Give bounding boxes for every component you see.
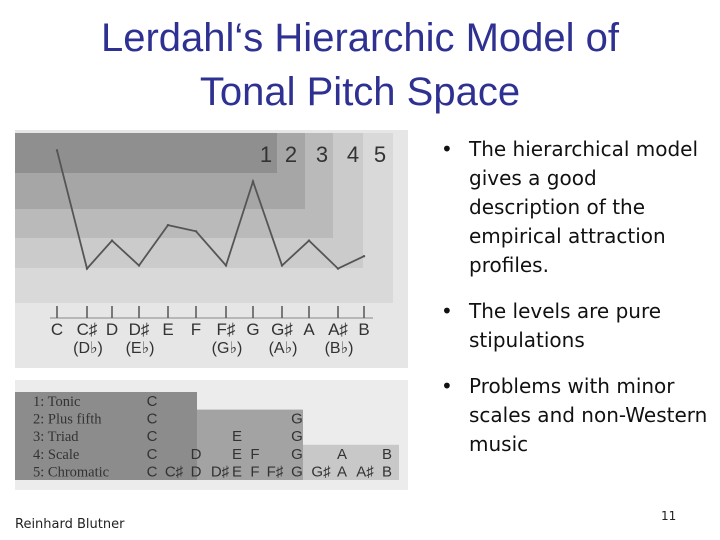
attraction-point xyxy=(166,223,170,227)
hierarchy-note: B xyxy=(382,463,392,480)
slide-title-line-1: Lerdahl‘s Hierarchic Model of xyxy=(100,16,619,60)
attraction-point xyxy=(280,264,284,267)
level-band-1 xyxy=(15,133,277,173)
hierarchy-row-label: 1: Tonic xyxy=(33,394,80,410)
pitch-space-figure: 1 2 3 4 5 C C♯ D D♯ E F F♯ G G♯ A A♯ B (D♭) (E♭) (G♭) (A♭) (B… xyxy=(15,130,408,490)
note-label: B xyxy=(358,320,369,339)
hierarchy-note: F xyxy=(250,446,259,463)
level-number-label: 2 xyxy=(285,142,297,167)
level-number-label: 1 xyxy=(260,142,272,167)
hierarchy-note: B xyxy=(382,446,392,463)
hierarchy-note: G♯ xyxy=(311,463,331,480)
attraction-point xyxy=(137,264,141,267)
attraction-point xyxy=(85,267,89,270)
note-label: G♯ xyxy=(271,320,293,339)
hierarchy-note: G xyxy=(291,411,303,428)
hierarchy-note: D xyxy=(191,446,202,463)
note-label: A xyxy=(303,320,315,339)
page-number: 11 xyxy=(661,509,677,523)
attraction-point xyxy=(307,239,311,242)
bullet-item: • Problems with minor scales and non-West… xyxy=(438,372,708,459)
attraction-profile-line xyxy=(56,150,365,271)
hierarchy-note: A xyxy=(337,446,347,463)
bullet-list: • The hierarchical model gives a good des… xyxy=(438,135,708,459)
level-number-label: 4 xyxy=(347,142,359,167)
attraction-point xyxy=(224,264,228,267)
bullet-text: Problems with minor scales and non-Weste… xyxy=(469,374,708,456)
hierarchy-note: C xyxy=(147,411,158,428)
level-number-label: 5 xyxy=(374,142,386,167)
hierarchy-note: C♯ xyxy=(165,463,184,480)
footer-author: Reinhard Blutner xyxy=(15,517,125,532)
attraction-point xyxy=(336,267,340,270)
attraction-point xyxy=(110,239,114,242)
bullet-item: • The levels are pure stipulations xyxy=(438,297,708,355)
hierarchy-note: C xyxy=(147,393,158,410)
note-label: F xyxy=(191,320,201,339)
hierarchy-note: A xyxy=(337,463,347,480)
hierarchy-row-label: 3: Triad xyxy=(33,429,79,445)
enharmonic-label: (G♭) xyxy=(212,340,243,357)
note-label: F♯ xyxy=(217,320,236,339)
bullet-dot: • xyxy=(441,299,453,323)
note-label: E xyxy=(162,320,173,339)
hierarchy-note: E xyxy=(232,463,242,480)
hierarchy-note: G xyxy=(291,428,303,445)
hierarchy-note: C xyxy=(147,463,158,480)
bullet-text: The levels are pure stipulations xyxy=(469,299,662,352)
hierarchy-note: E xyxy=(232,446,242,463)
hierarchy-row-label: 5: Chromatic xyxy=(33,464,109,480)
note-label: A♯ xyxy=(328,320,348,339)
note-label: C xyxy=(51,320,63,339)
hierarchy-note: C xyxy=(147,446,158,463)
note-label: D xyxy=(106,320,118,339)
hierarchy-note: G xyxy=(291,446,303,463)
bullet-dot: • xyxy=(441,374,453,398)
hierarchy-row-label: 4: Scale xyxy=(33,447,79,463)
bullet-dot: • xyxy=(441,137,453,161)
hierarchy-row-label: 2: Plus fifth xyxy=(33,412,102,428)
hierarchy-note: A♯ xyxy=(356,463,374,480)
enharmonic-label: (A♭) xyxy=(269,340,298,357)
enharmonic-label: (E♭) xyxy=(126,340,155,357)
hierarchy-note: G xyxy=(291,463,303,480)
bullet-text: The hierarchical model gives a good desc… xyxy=(469,137,699,277)
attraction-point xyxy=(251,180,255,183)
note-label: C♯ xyxy=(77,320,98,339)
hierarchy-note: F♯ xyxy=(267,463,284,480)
hierarchy-note: E xyxy=(232,428,242,445)
bullet-item: • The hierarchical model gives a good des… xyxy=(438,135,708,280)
note-label: D♯ xyxy=(129,320,150,339)
hierarchy-note: D♯ xyxy=(211,463,230,480)
enharmonic-label: (B♭) xyxy=(325,340,354,357)
pitch-space-chart: 1 2 3 4 5C C♯ D D♯ E F F♯ G G♯ A A♯ B(D♭) (E♭) (G♭) (A♭) (B… xyxy=(15,130,408,490)
hierarchy-note: C xyxy=(147,428,158,445)
attraction-point xyxy=(55,149,59,152)
attraction-point xyxy=(362,254,366,258)
hierarchy-note: D xyxy=(191,463,202,480)
level-number-label: 3 xyxy=(316,142,328,167)
attraction-point xyxy=(194,230,198,233)
hierarchy-note: F xyxy=(250,463,259,480)
note-label: G xyxy=(246,320,259,339)
slide-title-line-2: Tonal Pitch Space xyxy=(199,70,521,114)
table-band xyxy=(15,392,197,480)
enharmonic-label: (D♭) xyxy=(73,340,103,357)
